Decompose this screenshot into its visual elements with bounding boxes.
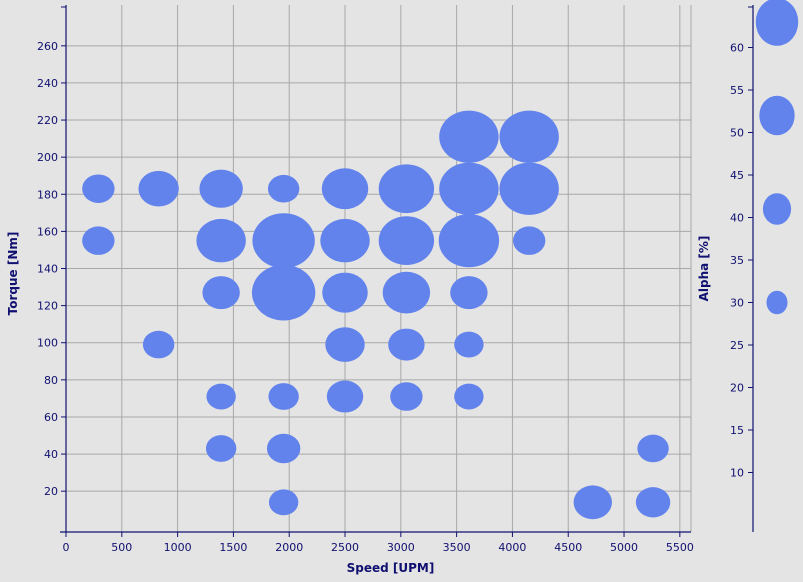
data-point (635, 487, 671, 518)
size-tick-label: 60 (730, 42, 744, 55)
size-tick-label: 45 (730, 169, 744, 182)
data-point (388, 328, 425, 361)
x-tick-label: 2000 (275, 541, 303, 554)
size-tick-label: 25 (730, 339, 744, 352)
y-tick-label: 80 (44, 374, 58, 387)
data-point (378, 216, 435, 266)
size-tick-label: 35 (730, 254, 744, 267)
x-tick-label: 2500 (331, 541, 359, 554)
data-point (321, 168, 369, 210)
data-point (325, 327, 365, 362)
data-point (454, 383, 484, 410)
y-tick-label: 120 (37, 300, 58, 313)
x-tick-label: 4500 (554, 541, 582, 554)
size-tick-label: 20 (730, 382, 744, 395)
y-tick-label: 20 (44, 485, 58, 498)
data-point (326, 380, 364, 413)
data-point (196, 218, 246, 263)
size-legend-bubble (755, 0, 799, 46)
data-point (252, 213, 315, 269)
data-point (267, 174, 300, 203)
data-point (382, 271, 431, 314)
x-tick-label: 5000 (610, 541, 638, 554)
y-tick-label: 180 (37, 188, 58, 201)
x-tick-label: 1000 (164, 541, 192, 554)
y-tick-label: 200 (37, 151, 58, 164)
x-tick-label: 1500 (219, 541, 247, 554)
data-point (266, 433, 301, 464)
data-point (378, 164, 435, 214)
y-tick-label: 220 (37, 114, 58, 127)
data-point (573, 485, 612, 520)
x-tick-label: 3500 (443, 541, 471, 554)
data-point (82, 174, 115, 203)
x-tick-label: 3000 (387, 541, 415, 554)
size-legend-bubble (766, 290, 788, 315)
data-point (637, 434, 669, 463)
size-tick-label: 40 (730, 212, 744, 225)
data-point (138, 170, 179, 207)
data-point (320, 218, 370, 263)
y-tick-label: 240 (37, 77, 58, 90)
data-points (82, 110, 671, 520)
y-axis-title: Torque [Nm] (6, 232, 20, 316)
x-tick-label: 4000 (498, 541, 526, 554)
size-tick-label: 50 (730, 127, 744, 140)
x-tick-label: 5500 (666, 541, 694, 554)
data-point (268, 489, 299, 516)
size-legend (755, 0, 799, 315)
size-legend-bubble (759, 95, 795, 136)
y-tick-label: 140 (37, 263, 58, 276)
data-point (450, 276, 488, 310)
data-point (205, 435, 237, 462)
data-point (251, 264, 316, 321)
data-point (454, 331, 484, 358)
y-tick-label: 100 (37, 337, 58, 350)
data-point (82, 226, 115, 255)
size-tick-label: 10 (730, 467, 744, 480)
data-point (499, 162, 559, 215)
data-point (206, 383, 236, 410)
y-tick-label: 260 (37, 40, 58, 53)
size-tick-label: 15 (730, 424, 744, 437)
size-axis-title: Alpha [%] (697, 236, 711, 302)
data-point (199, 169, 243, 208)
size-tick-label: 30 (730, 297, 744, 310)
data-point (438, 214, 500, 268)
size-legend-bubble (762, 193, 792, 225)
data-point (512, 226, 546, 255)
data-point (439, 110, 499, 163)
y-tick-label: 60 (44, 411, 58, 424)
data-point (202, 276, 240, 310)
data-point (142, 330, 175, 359)
x-tick-label: 500 (111, 541, 132, 554)
data-point (439, 162, 499, 215)
data-point (390, 382, 423, 411)
data-point (499, 110, 559, 163)
data-point (322, 272, 368, 313)
gridlines (66, 5, 692, 532)
x-tick-label: 0 (63, 541, 70, 554)
size-tick-label: 55 (730, 84, 744, 97)
y-tick-label: 40 (44, 448, 58, 461)
data-point (268, 383, 299, 410)
y-tick-label: 160 (37, 225, 58, 238)
x-axis-title: Speed [UPM] (347, 561, 435, 575)
